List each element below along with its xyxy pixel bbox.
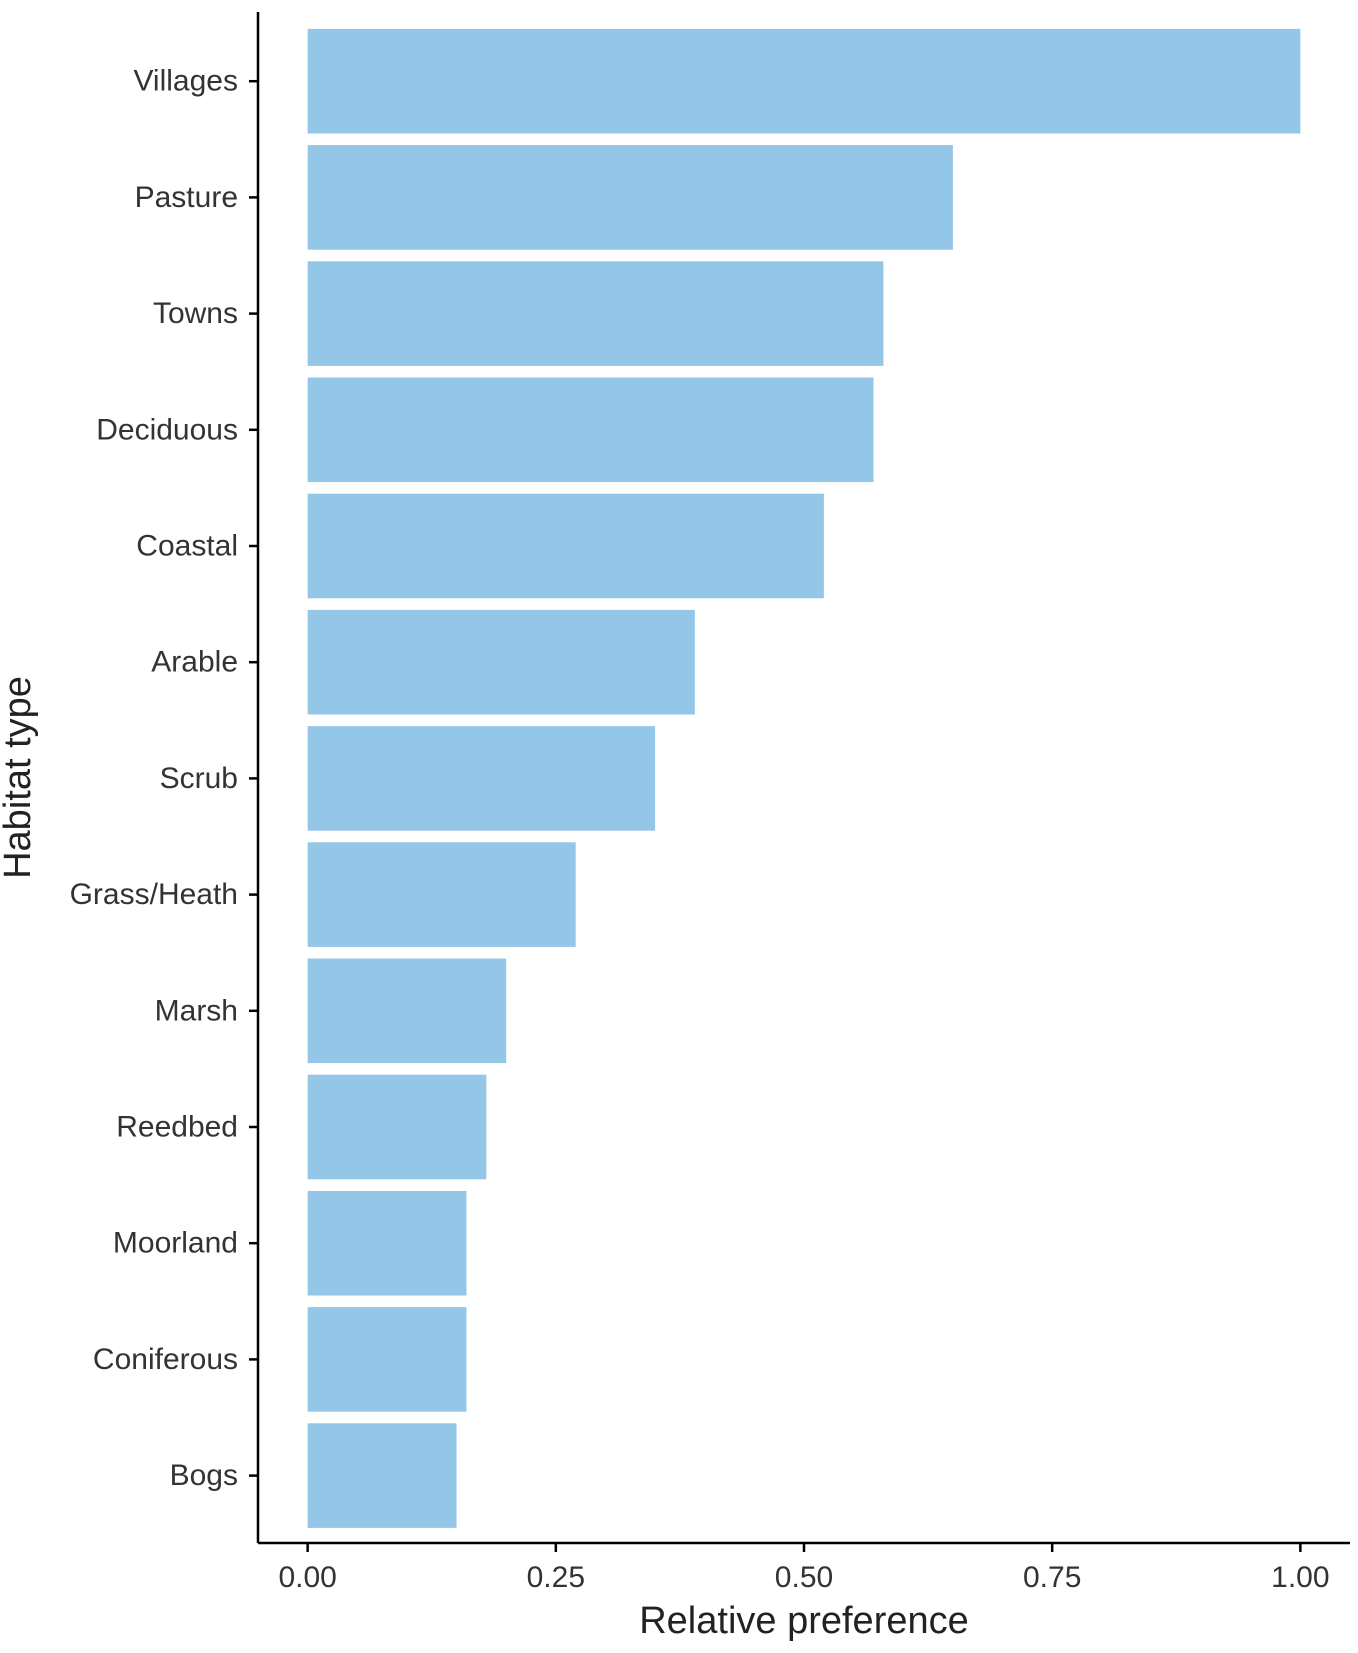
x-tick-label: 0.25 bbox=[527, 1561, 585, 1594]
bar-deciduous bbox=[307, 377, 874, 483]
x-axis-title: Relative preference bbox=[639, 1600, 969, 1642]
y-tick-label: Marsh bbox=[155, 994, 238, 1027]
y-tick-label: Bogs bbox=[170, 1459, 238, 1492]
bar-reedbed bbox=[307, 1074, 487, 1180]
y-tick-label: Scrub bbox=[160, 762, 238, 795]
bar-grass-heath bbox=[307, 842, 576, 947]
bar-moorland bbox=[307, 1190, 467, 1296]
x-axis: 0.00 0.25 0.50 0.75 1.00 bbox=[258, 1541, 1350, 1594]
y-tick-label: Arable bbox=[151, 646, 238, 679]
bar-villages bbox=[307, 28, 1301, 134]
x-tick-label: 0.75 bbox=[1023, 1561, 1081, 1594]
y-tick-label: Moorland bbox=[113, 1227, 238, 1260]
bar-coastal bbox=[307, 493, 824, 599]
x-tick-label: 0.00 bbox=[278, 1561, 336, 1594]
x-tick-label: 0.50 bbox=[775, 1561, 833, 1594]
y-tick-label: Reedbed bbox=[116, 1111, 238, 1144]
bar-scrub bbox=[307, 726, 656, 831]
bar-bogs bbox=[307, 1423, 457, 1528]
y-tick-label: Deciduous bbox=[96, 413, 238, 446]
y-tick-label: Coastal bbox=[136, 530, 238, 563]
y-tick-label: Towns bbox=[153, 297, 238, 330]
y-tick-label: Coniferous bbox=[93, 1343, 238, 1376]
bar-marsh bbox=[307, 958, 507, 1064]
y-axis-title: Habitat type bbox=[0, 676, 39, 879]
x-tick-label: 1.00 bbox=[1271, 1561, 1329, 1594]
bars-group bbox=[307, 28, 1301, 1528]
y-tick-label: Grass/Heath bbox=[70, 878, 238, 911]
bar-coniferous bbox=[307, 1307, 467, 1412]
y-tick-label: Villages bbox=[133, 65, 238, 98]
bar-arable bbox=[307, 609, 695, 715]
y-tick-label: Pasture bbox=[135, 181, 238, 214]
bar-towns bbox=[307, 261, 884, 366]
y-axis: Villages Pasture Towns Deciduous Coastal Arab… bbox=[70, 12, 260, 1543]
bar-pasture bbox=[307, 145, 953, 250]
